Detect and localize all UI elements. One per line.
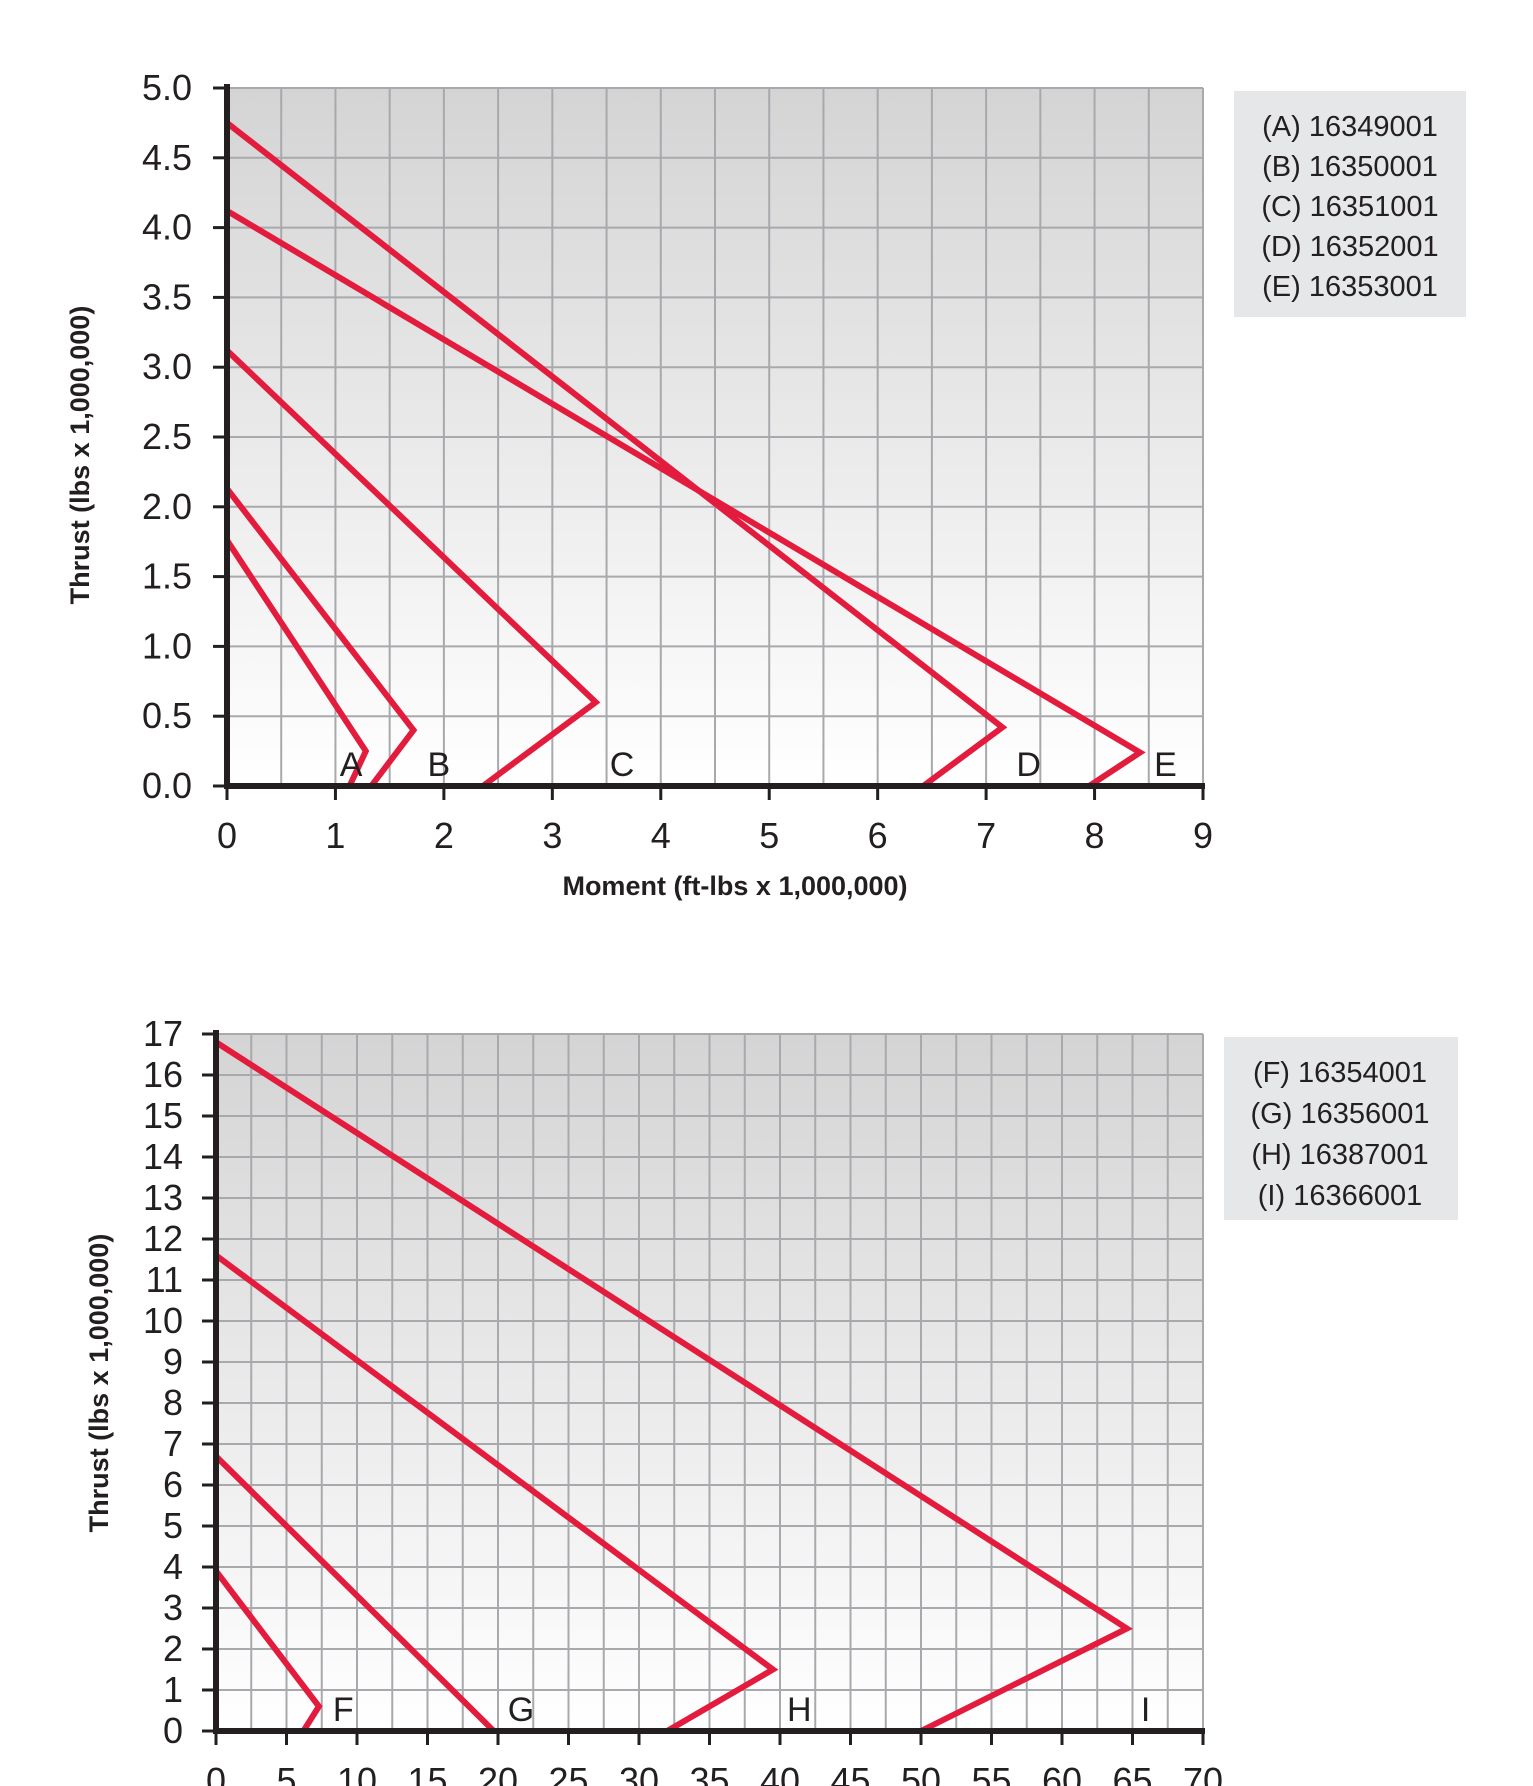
- x-tick-label: 1: [325, 815, 345, 856]
- legend-entry: (G) 16356001: [1251, 1098, 1430, 1130]
- series-h-label: H: [787, 1691, 812, 1729]
- x-tick-label: 35: [689, 1760, 729, 1786]
- chart-1-x-axis-title: Moment (ft-lbs x 1,000,000): [562, 871, 907, 901]
- y-tick-label: 8: [163, 1382, 183, 1423]
- chart-2-axes: [202, 1030, 1205, 1745]
- y-tick-label: 14: [143, 1136, 183, 1177]
- chart-1-legend: (A) 16349001 (B) 16350001 (C) 16351001 (D) …: [1234, 91, 1466, 317]
- x-tick-label: 45: [830, 1760, 870, 1786]
- chart-2-series: F G H I: [213, 1039, 1150, 1734]
- series-d-label: D: [1016, 746, 1041, 784]
- legend-entry: (B) 16350001: [1262, 151, 1438, 183]
- y-tick-label: 12: [143, 1218, 183, 1259]
- y-tick-label: 9: [163, 1341, 183, 1382]
- x-tick-label: 0: [217, 815, 237, 856]
- x-tick-label: 6: [868, 815, 888, 856]
- y-tick-label: 5.0: [142, 67, 192, 108]
- y-tick-label: 0.5: [142, 695, 192, 736]
- x-tick-label: 5: [276, 1760, 296, 1786]
- legend-entry: (A) 16349001: [1262, 111, 1438, 143]
- x-tick-label: 40: [760, 1760, 800, 1786]
- x-tick-label: 50: [901, 1760, 941, 1786]
- y-tick-label: 4.5: [142, 137, 192, 178]
- x-tick-label: 70: [1183, 1760, 1223, 1786]
- y-tick-label: 1.5: [142, 556, 192, 597]
- series-a-label: A: [340, 746, 363, 784]
- series-a-line: [224, 538, 370, 788]
- x-tick-label: 15: [407, 1760, 447, 1786]
- legend-entry: (I) 16366001: [1258, 1180, 1422, 1212]
- x-tick-label: 3: [542, 815, 562, 856]
- y-tick-label: 15: [143, 1095, 183, 1136]
- y-tick-label: 0.0: [142, 765, 192, 806]
- x-tick-label: 65: [1112, 1760, 1152, 1786]
- series-g-label: G: [508, 1691, 534, 1729]
- x-tick-label: 20: [478, 1760, 518, 1786]
- x-tick-label: 4: [651, 815, 671, 856]
- series-f-label: F: [333, 1691, 354, 1729]
- y-tick-label: 16: [143, 1054, 183, 1095]
- x-tick-label: 9: [1193, 815, 1213, 856]
- y-tick-label: 13: [143, 1177, 183, 1218]
- series-h-line: [214, 1252, 779, 1734]
- y-tick-label: 2.5: [142, 416, 192, 457]
- x-tick-label: 8: [1085, 815, 1105, 856]
- series-b-label: B: [428, 746, 451, 784]
- x-tick-label: 30: [619, 1760, 659, 1786]
- y-tick-label: 2.0: [142, 486, 192, 527]
- series-c-label: C: [610, 746, 635, 784]
- y-tick-label: 1: [163, 1669, 183, 1710]
- chart-2-tick-labels: 0 5 10 15 20 25 30 35 40 45 50 55 60 65 70012345678910…: [143, 1013, 1223, 1786]
- legend-box: [1224, 1037, 1458, 1220]
- y-tick-label: 4: [163, 1546, 183, 1587]
- x-tick-label: 25: [548, 1760, 588, 1786]
- y-tick-label: 2: [163, 1628, 183, 1669]
- chart-1-y-axis-title: Thrust (lbs x 1,000,000): [65, 306, 95, 605]
- chart-1-tick-labels: 0 1 2 3 4 5 6 7 8 9 0.0 0.5 1.0 1.5 2.0 2.5 3.0 3.5 4.0 4.5…: [142, 67, 1213, 856]
- series-g-line: [213, 1454, 496, 1734]
- chart-1: A B C D E 0 1 2 3 4 5 6 7 8 9 0.0 0.5 1.0 1.5 2.0 2.5 3.0 3.5…: [65, 67, 1466, 901]
- chart-1-grid: [227, 87, 1204, 786]
- legend-entry: (C) 16351001: [1261, 191, 1438, 223]
- y-tick-label: 1.0: [142, 625, 192, 666]
- y-tick-label: 3.0: [142, 346, 192, 387]
- chart-2-legend: (F) 16354001 (G) 16356001 (H) 16387001 (I) …: [1224, 1037, 1458, 1220]
- series-e-line: [225, 208, 1146, 789]
- series-i-line: [214, 1039, 1133, 1734]
- legend-entry: (E) 16353001: [1262, 271, 1438, 303]
- chart-1-series: A B C D E: [224, 120, 1177, 789]
- y-tick-label: 4.0: [142, 207, 192, 248]
- legend-box: [1234, 91, 1466, 317]
- x-tick-label: 10: [337, 1760, 377, 1786]
- y-tick-label: 10: [143, 1300, 183, 1341]
- y-tick-label: 0: [163, 1710, 183, 1751]
- x-tick-label: 7: [976, 815, 996, 856]
- y-tick-label: 3.5: [142, 276, 192, 317]
- y-tick-label: 3: [163, 1587, 183, 1628]
- x-tick-label: 5: [759, 815, 779, 856]
- legend-entry: (D) 16352001: [1261, 231, 1438, 263]
- x-tick-label: 2: [434, 815, 454, 856]
- series-b-line: [224, 486, 418, 788]
- y-tick-label: 5: [163, 1505, 183, 1546]
- x-tick-label: 55: [971, 1760, 1011, 1786]
- y-tick-label: 6: [163, 1464, 183, 1505]
- y-tick-label: 11: [146, 1259, 183, 1300]
- series-f-line: [213, 1569, 323, 1733]
- y-tick-label: 17: [143, 1013, 183, 1054]
- series-i-label: I: [1141, 1691, 1150, 1729]
- series-c-line: [224, 348, 601, 789]
- x-tick-label: 0: [206, 1760, 226, 1786]
- y-tick-label: 7: [163, 1423, 183, 1464]
- legend-entry: (F) 16354001: [1253, 1057, 1427, 1089]
- x-tick-label: 60: [1042, 1760, 1082, 1786]
- series-e-label: E: [1154, 746, 1177, 784]
- chart-1-axes: [213, 84, 1205, 800]
- chart-2-y-axis-title: Thrust (lbs x 1,000,000): [84, 1234, 114, 1533]
- series-d-line: [225, 120, 1008, 789]
- legend-entry: (H) 16387001: [1251, 1139, 1428, 1171]
